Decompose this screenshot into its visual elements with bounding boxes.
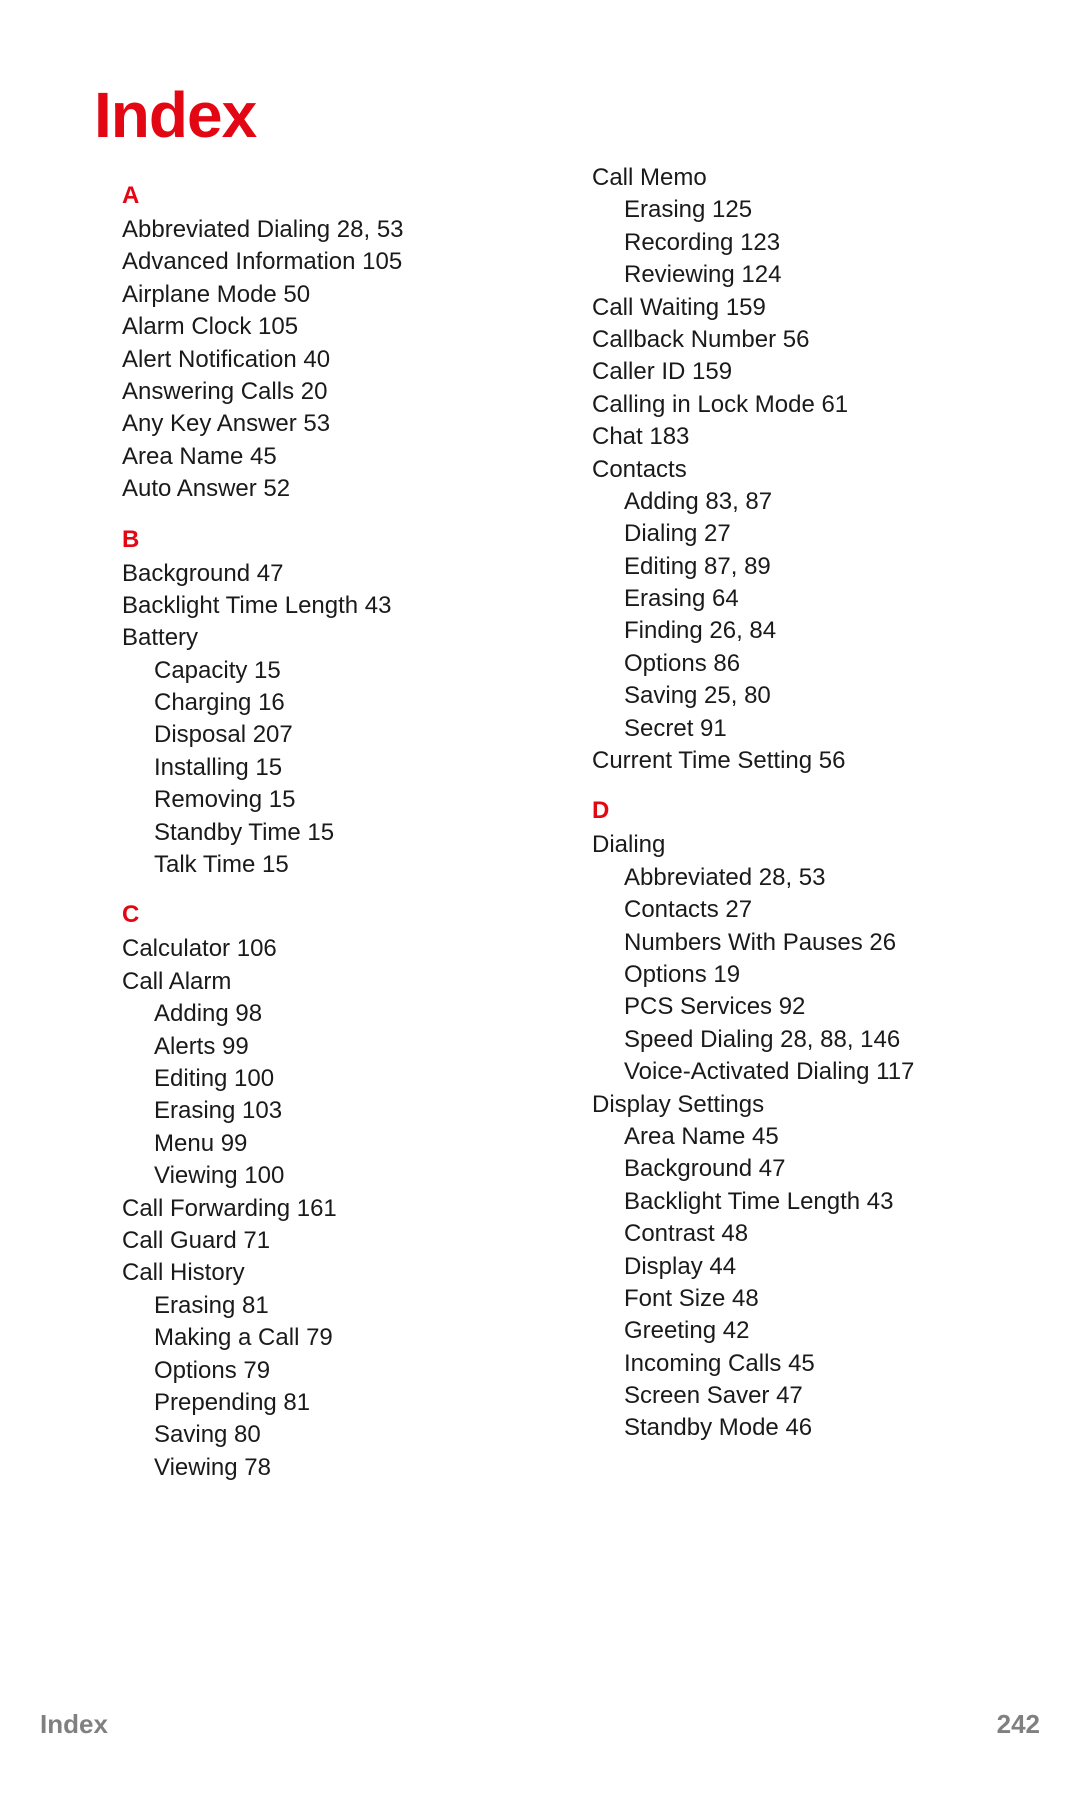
index-subentry: Voice-Activated Dialing 117: [624, 1056, 978, 1088]
footer-page-number: 242: [997, 1709, 1040, 1740]
index-letter: D: [592, 797, 978, 825]
index-subentry: Viewing 78: [154, 1452, 508, 1484]
index-entry: Call Guard 71: [122, 1225, 508, 1257]
index-subentry: Installing 15: [154, 752, 508, 784]
index-subentry: Reviewing 124: [624, 259, 978, 291]
index-columns: A Abbreviated Dialing 28, 53Advanced Info…: [98, 162, 982, 1484]
index-subentry: Making a Call 79: [154, 1322, 508, 1354]
index-entry: Alarm Clock 105: [122, 311, 508, 343]
index-entry: Contacts: [592, 454, 978, 486]
index-subentry: Removing 15: [154, 784, 508, 816]
index-subentry: Options 19: [624, 959, 978, 991]
index-letter: C: [122, 901, 508, 929]
index-subentry: Menu 99: [154, 1128, 508, 1160]
index-subentry: Standby Mode 46: [624, 1412, 978, 1444]
index-subentry: Alerts 99: [154, 1031, 508, 1063]
index-subentry: Adding 98: [154, 998, 508, 1030]
index-subentry: Options 79: [154, 1355, 508, 1387]
index-letter: B: [122, 526, 508, 554]
index-subentry: Erasing 125: [624, 194, 978, 226]
index-subentry: Standby Time 15: [154, 817, 508, 849]
index-subentry: Erasing 81: [154, 1290, 508, 1322]
index-column-2: Call MemoErasing 125Recording 123Reviewi…: [568, 162, 978, 1484]
index-entry: Alert Notification 40: [122, 344, 508, 376]
index-entry: Call Forwarding 161: [122, 1193, 508, 1225]
index-entry: Display Settings: [592, 1089, 978, 1121]
index-subentry: Adding 83, 87: [624, 486, 978, 518]
index-entry: Background 47: [122, 558, 508, 590]
index-subentry: Editing 87, 89: [624, 551, 978, 583]
index-subentry: Contacts 27: [624, 894, 978, 926]
index-subentry: Viewing 100: [154, 1160, 508, 1192]
index-entry: Auto Answer 52: [122, 473, 508, 505]
index-subentry: Options 86: [624, 648, 978, 680]
index-subentry: Background 47: [624, 1153, 978, 1185]
index-subentry: Capacity 15: [154, 655, 508, 687]
index-subentry: Editing 100: [154, 1063, 508, 1095]
index-entry: Any Key Answer 53: [122, 408, 508, 440]
index-subentry: Incoming Calls 45: [624, 1348, 978, 1380]
page-footer: Index 242: [40, 1709, 1040, 1740]
index-subentry: Greeting 42: [624, 1315, 978, 1347]
index-subentry: Charging 16: [154, 687, 508, 719]
index-entry: Calling in Lock Mode 61: [592, 389, 978, 421]
index-subentry: Font Size 48: [624, 1283, 978, 1315]
index-entry: Answering Calls 20: [122, 376, 508, 408]
index-subentry: Backlight Time Length 43: [624, 1186, 978, 1218]
index-entry: Area Name 45: [122, 441, 508, 473]
index-entry: Dialing: [592, 829, 978, 861]
index-subentry: Abbreviated 28, 53: [624, 862, 978, 894]
index-entry: Callback Number 56: [592, 324, 978, 356]
index-subentry: Erasing 103: [154, 1095, 508, 1127]
index-subentry: Finding 26, 84: [624, 615, 978, 647]
index-subentry: Erasing 64: [624, 583, 978, 615]
index-subentry: Disposal 207: [154, 719, 508, 751]
index-entry: Caller ID 159: [592, 356, 978, 388]
index-subentry: Recording 123: [624, 227, 978, 259]
index-subentry: Dialing 27: [624, 518, 978, 550]
index-subentry: Saving 25, 80: [624, 680, 978, 712]
index-entry: Current Time Setting 56: [592, 745, 978, 777]
index-subentry: Talk Time 15: [154, 849, 508, 881]
index-entry: Backlight Time Length 43: [122, 590, 508, 622]
index-subentry: Secret 91: [624, 713, 978, 745]
index-entry: Calculator 106: [122, 933, 508, 965]
index-column-1: A Abbreviated Dialing 28, 53Advanced Info…: [98, 162, 508, 1484]
page-title: Index: [94, 78, 982, 152]
index-entry: Call Alarm: [122, 966, 508, 998]
index-entry: Chat 183: [592, 421, 978, 453]
index-letter: A: [122, 182, 508, 210]
index-entry: Advanced Information 105: [122, 246, 508, 278]
index-subentry: Screen Saver 47: [624, 1380, 978, 1412]
index-entry: Call Memo: [592, 162, 978, 194]
index-subentry: Numbers With Pauses 26: [624, 927, 978, 959]
index-entry: Battery: [122, 622, 508, 654]
index-entry: Airplane Mode 50: [122, 279, 508, 311]
index-subentry: Saving 80: [154, 1419, 508, 1451]
index-subentry: Contrast 48: [624, 1218, 978, 1250]
index-subentry: Speed Dialing 28, 88, 146: [624, 1024, 978, 1056]
index-entry: Abbreviated Dialing 28, 53: [122, 214, 508, 246]
index-subentry: Prepending 81: [154, 1387, 508, 1419]
index-subentry: Display 44: [624, 1251, 978, 1283]
index-subentry: PCS Services 92: [624, 991, 978, 1023]
index-entry: Call Waiting 159: [592, 292, 978, 324]
index-entry: Call History: [122, 1257, 508, 1289]
index-subentry: Area Name 45: [624, 1121, 978, 1153]
footer-section-label: Index: [40, 1709, 108, 1740]
